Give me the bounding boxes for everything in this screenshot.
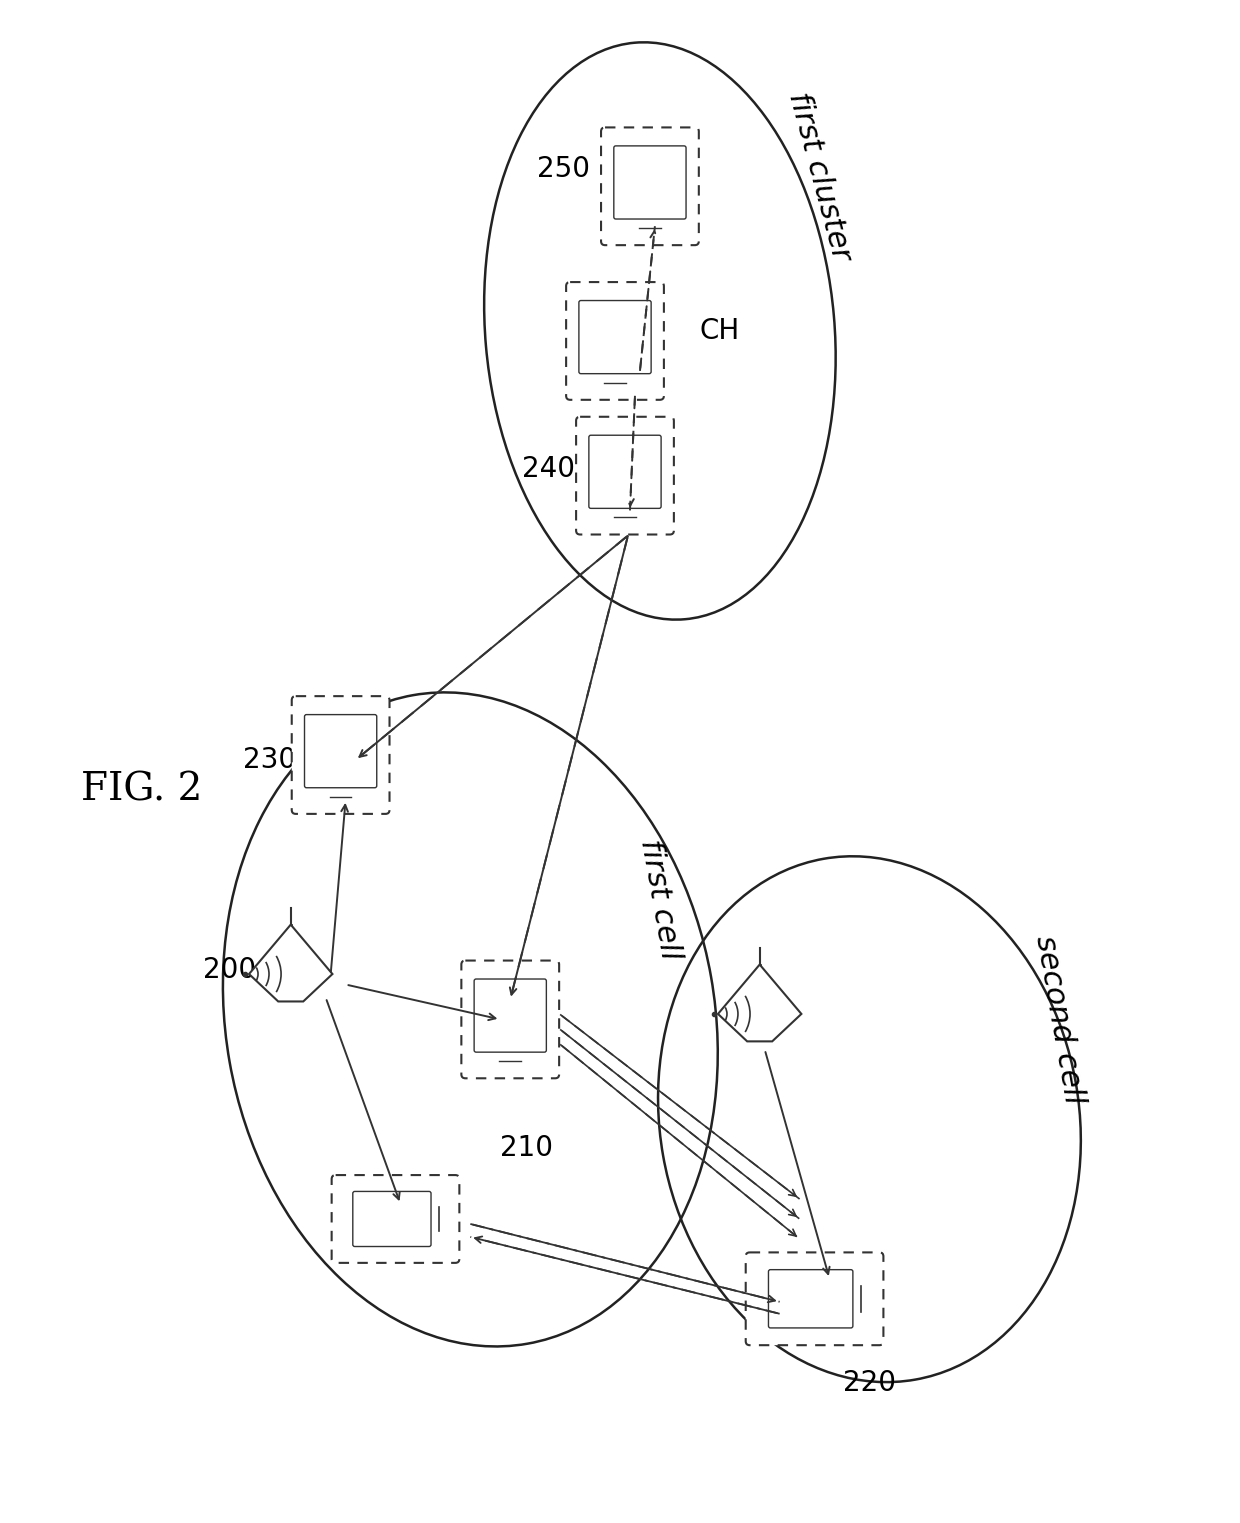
- Text: first cell: first cell: [635, 838, 684, 963]
- Text: 230: 230: [243, 746, 295, 774]
- Polygon shape: [718, 964, 801, 1042]
- Text: 210: 210: [500, 1135, 553, 1162]
- FancyBboxPatch shape: [474, 979, 547, 1052]
- Text: first cluster: first cluster: [784, 88, 856, 263]
- FancyBboxPatch shape: [745, 1252, 883, 1345]
- FancyBboxPatch shape: [353, 1191, 432, 1246]
- Text: 200: 200: [202, 955, 255, 984]
- Text: FIG. 2: FIG. 2: [81, 772, 202, 809]
- Text: second cell: second cell: [1030, 932, 1089, 1106]
- FancyBboxPatch shape: [614, 146, 686, 219]
- FancyBboxPatch shape: [567, 282, 663, 401]
- FancyBboxPatch shape: [601, 128, 699, 245]
- FancyBboxPatch shape: [291, 696, 389, 813]
- Text: 250: 250: [537, 155, 590, 183]
- FancyBboxPatch shape: [769, 1270, 853, 1328]
- Text: 220: 220: [843, 1369, 897, 1397]
- Polygon shape: [249, 924, 332, 1002]
- FancyBboxPatch shape: [589, 436, 661, 509]
- Text: 240: 240: [522, 455, 575, 483]
- Text: CH: CH: [699, 317, 740, 346]
- FancyBboxPatch shape: [331, 1176, 459, 1263]
- FancyBboxPatch shape: [579, 300, 651, 373]
- FancyBboxPatch shape: [305, 714, 377, 787]
- FancyBboxPatch shape: [577, 417, 673, 535]
- FancyBboxPatch shape: [461, 961, 559, 1078]
